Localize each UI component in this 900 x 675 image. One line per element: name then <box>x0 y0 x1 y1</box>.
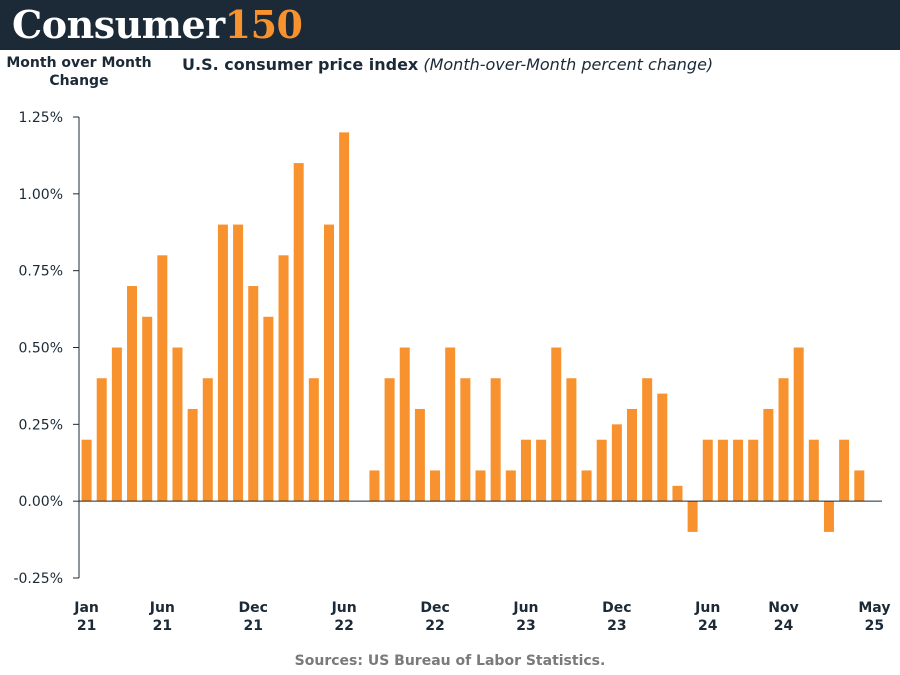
x-tick-label: 21 <box>153 618 172 634</box>
bar <box>339 132 350 502</box>
bar <box>369 470 380 502</box>
bar <box>127 286 138 502</box>
bar <box>490 378 501 502</box>
x-tick-label: 22 <box>425 618 444 634</box>
bar <box>551 347 562 502</box>
source-note: Sources: US Bureau of Labor Statistics. <box>294 653 606 669</box>
bar <box>808 439 819 502</box>
bar <box>96 378 107 502</box>
y-tick-label: 1.25% <box>19 110 63 126</box>
x-tick-label: Nov <box>768 600 798 616</box>
bar <box>460 378 471 502</box>
x-tick-label: 24 <box>698 618 718 634</box>
bar <box>323 224 334 502</box>
bar <box>581 470 592 502</box>
bar <box>293 163 304 502</box>
x-tick-label: 22 <box>334 618 353 634</box>
bar <box>839 439 850 502</box>
header-bar: Consumer150 <box>0 0 900 50</box>
bar <box>414 408 425 502</box>
x-tick-label: Jun <box>694 600 720 616</box>
bar <box>733 439 744 502</box>
bar <box>308 378 319 502</box>
bar <box>611 424 622 502</box>
bar <box>202 378 213 502</box>
y-tick-label: -0.25% <box>13 571 63 587</box>
bar <box>384 378 395 502</box>
y-tick-label: 1.00% <box>19 187 63 203</box>
bar <box>566 378 577 502</box>
y-tick-label: 0.75% <box>19 264 63 280</box>
bar <box>430 470 441 502</box>
y-tick-label: 0.25% <box>19 417 63 433</box>
bar <box>505 470 516 502</box>
x-tick-label: 23 <box>607 618 626 634</box>
bar <box>217 224 228 502</box>
bar <box>596 439 607 502</box>
x-tick-label: 24 <box>774 618 794 634</box>
x-tick-label: Jun <box>331 600 357 616</box>
x-tick-label: May <box>858 600 890 616</box>
bar <box>475 470 486 502</box>
bar <box>748 439 759 502</box>
x-tick-label: 21 <box>77 618 96 634</box>
x-tick-label: Jan <box>73 600 99 616</box>
bar <box>702 439 713 502</box>
x-tick-label: Jun <box>512 600 538 616</box>
y-axis-label: Month over Month Change <box>6 55 152 89</box>
bar <box>627 408 638 502</box>
x-tick-label: Jun <box>149 600 175 616</box>
logo-word: Consumer <box>12 2 225 47</box>
x-tick-label: Dec <box>239 600 268 616</box>
bar <box>142 316 153 502</box>
bar <box>687 501 698 532</box>
bar <box>263 316 274 502</box>
bar <box>763 408 774 502</box>
bar <box>248 286 259 502</box>
chart-subtitle: (Month-over-Month percent change) <box>423 55 714 74</box>
bar <box>657 393 668 502</box>
x-tick-label: 23 <box>516 618 535 634</box>
bar <box>778 378 789 502</box>
x-tick-label: Dec <box>602 600 631 616</box>
bar <box>854 470 865 502</box>
bar <box>399 347 410 502</box>
y-tick-label: 0.50% <box>19 341 63 357</box>
bar <box>278 255 289 502</box>
bar <box>172 347 183 502</box>
y-tick-label: 0.00% <box>19 494 63 510</box>
bar <box>157 255 168 502</box>
chart-title: U.S. consumer price index <box>182 55 419 74</box>
chart-title-block: U.S. consumer price index (Month-over-Mo… <box>182 55 713 74</box>
bar <box>187 408 198 502</box>
x-tick-label: Dec <box>420 600 449 616</box>
bar <box>823 501 834 532</box>
logo-number: 150 <box>224 2 303 47</box>
bar <box>520 439 531 502</box>
bar <box>233 224 244 502</box>
bar <box>536 439 547 502</box>
bar <box>81 439 92 502</box>
bar <box>111 347 122 502</box>
bar <box>642 378 653 502</box>
x-tick-label: 25 <box>865 618 884 634</box>
bar <box>793 347 804 502</box>
bar <box>717 439 728 502</box>
bar <box>672 485 683 502</box>
brand-logo: Consumer150 <box>12 2 303 48</box>
x-tick-label: 21 <box>243 618 262 634</box>
bar <box>445 347 456 502</box>
